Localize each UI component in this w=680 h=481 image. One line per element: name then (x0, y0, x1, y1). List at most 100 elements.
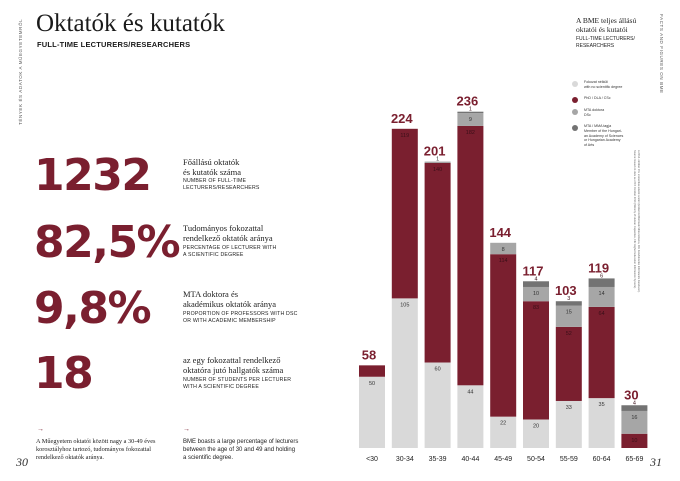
bar-segment (621, 405, 648, 411)
category-label: 40-44 (461, 456, 479, 463)
legend-swatch (572, 81, 578, 87)
legend-subtitle: FULL-TIME LECTURERS/ RESEARCHERS (576, 36, 635, 49)
bar-segment (621, 410, 648, 434)
bar-segment (457, 113, 484, 126)
bar-segment (359, 365, 385, 377)
stat-value-lecturers: 1232 (34, 150, 152, 201)
segment-label: 182 (466, 130, 475, 136)
arrow-icon: → (37, 426, 44, 433)
stat-hu-line: akadémikus oktatók aránya (183, 299, 276, 309)
segment-label: 4 (534, 276, 537, 282)
segment-label: 114 (499, 258, 508, 264)
segment-label: 44 (467, 389, 473, 395)
bar-segment (424, 362, 451, 448)
legend-label-line: DSc (584, 112, 591, 117)
bar-total-label: 236 (457, 94, 479, 109)
note-en-line: between the age of 30 and 49 and holding (183, 447, 296, 453)
legend-label-line: or Hungarian Academy (584, 138, 621, 143)
legend-label-line: Member of the Hungari- (584, 128, 622, 133)
bar-segment (555, 305, 582, 327)
legend-label: MTA doktora DSc (584, 108, 604, 118)
stat-hu-line: Tudományos fokozattal (183, 223, 264, 233)
segment-label: 6 (600, 273, 603, 279)
segment-label: 16 (631, 415, 637, 421)
page-subtitle: FULL-TIME LECTURERS/RESEARCHERS (37, 40, 191, 49)
segment-label: 83 (533, 305, 539, 311)
bar-segment (490, 416, 517, 448)
bar-segment (523, 281, 549, 287)
bar-segment (359, 376, 385, 448)
bar-segment (457, 125, 484, 386)
page-title: Oktatók és kutatók (36, 10, 225, 37)
bar-segment (523, 419, 549, 448)
legend-swatch (572, 109, 578, 115)
legend-label-line: MTA doktora (584, 108, 605, 112)
bar-total-label: 58 (362, 347, 376, 362)
category-label: 65-69 (625, 456, 643, 463)
note-hu: A Műegyetem oktatói között nagy a 30-49 … (36, 438, 155, 462)
bar-segment (523, 301, 549, 420)
bar-total-label: 30 (624, 387, 638, 402)
stat-hu-line: oktatóra jutó hallgatók száma (183, 365, 284, 375)
stat-hu-line: MTA doktora és (183, 289, 239, 299)
category-label: 55-59 (560, 456, 578, 463)
legend-label-line: of Arts (584, 143, 595, 148)
bar-segment (621, 433, 648, 448)
segment-label: 64 (599, 311, 605, 317)
segment-label: 22 (500, 421, 506, 427)
segment-label: 4 (633, 400, 636, 406)
bar-segment (490, 254, 517, 417)
bar-segment (555, 400, 582, 448)
category-label: 50-54 (527, 456, 545, 463)
bar-segment (555, 326, 582, 401)
bar-total-label: 117 (523, 263, 544, 278)
legend-label: MTA / MMA tagja Member of the Hungari- a… (584, 124, 623, 148)
arrow-icon: → (183, 426, 190, 433)
category-label: 35-39 (429, 456, 447, 463)
note-hu-line: rendelkező oktatók aránya. (36, 454, 105, 461)
legend-label: PhD / DLA / CSc (584, 96, 611, 101)
note-hu-line: A Műegyetem oktatói között nagy a 30-49 … (36, 438, 156, 445)
stat-en-line: PERCENTAGE OF LECTURER WITH (183, 245, 277, 251)
segment-label: 1 (436, 157, 439, 163)
stat-hu-line: az egy fokozattal rendelkező (183, 355, 281, 365)
bar-segment (490, 242, 517, 255)
bar-total-label: 224 (391, 111, 413, 126)
legend-label-line: Fokozat nélküli (584, 80, 608, 84)
stat-en-line: PROPORTION OF PROFESSORS WITH DSC (183, 311, 298, 317)
legend-subtitle-line: RESEARCHERS (576, 42, 615, 49)
legend-label-line: with no scientific degree (584, 84, 623, 89)
legend-title: A BME teljes állású oktatói és kutatói (576, 16, 636, 34)
segment-label: 9 (469, 117, 472, 123)
bar-segment (424, 163, 451, 363)
bar-total-label: 103 (555, 283, 577, 298)
legend-title-line: A BME teljes állású (576, 16, 637, 25)
segment-label: 119 (400, 133, 409, 139)
stat-en-line: A SCIENTIFIC DEGREE (183, 252, 244, 258)
segment-label: 10 (631, 438, 637, 444)
legend-label: Fokozat nélküli with no scientific degre… (584, 80, 622, 90)
category-label: 45-49 (494, 456, 512, 463)
legend-swatch (572, 125, 578, 131)
segment-label: 10 (533, 291, 539, 297)
stat-hu-line: Főállású oktatók (183, 157, 240, 167)
bar-segment (391, 128, 418, 299)
stat-hu-line: és kutatók száma (183, 167, 242, 177)
segment-label: 60 (435, 367, 441, 373)
bar-segment (588, 398, 615, 448)
segment-label: 1 (469, 107, 472, 113)
segment-label: 50 (369, 381, 375, 387)
note-en: BME boasts a large percentage of lecture… (183, 438, 298, 462)
bar-segment (391, 298, 418, 448)
stat-en-line: WITH A SCIENTIFIC DEGREE (183, 384, 259, 390)
legend-label-line: PhD / DLA / CSc (584, 96, 611, 100)
bar-total-label: 201 (424, 144, 446, 159)
category-label: <30 (366, 456, 378, 463)
page-number-right: 31 (650, 455, 662, 469)
stat-en-line: LECTURERS/RESEARCHERS (183, 185, 260, 191)
stat-value-degree-percentage: 82,5% (34, 217, 181, 268)
bar-segment (588, 286, 615, 307)
legend-label-line: an Academy of Sciences (584, 133, 624, 138)
bar-total-label: 144 (489, 225, 511, 240)
stat-hu-line: rendelkező oktatók aránya (183, 233, 273, 243)
